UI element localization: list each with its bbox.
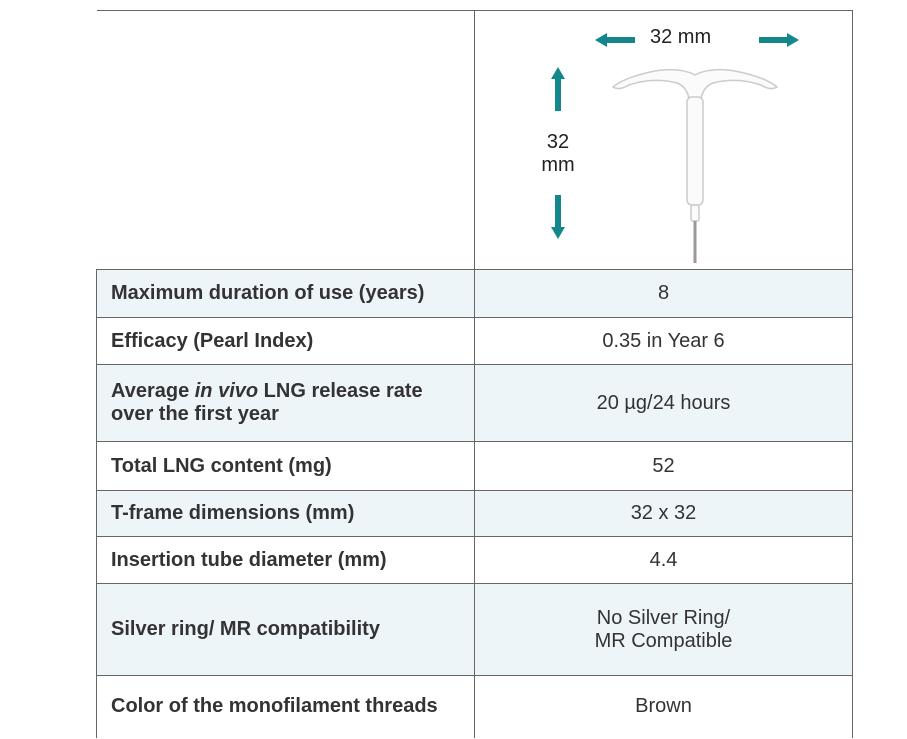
label-text: Silver ring/ MR compatibility	[111, 618, 380, 640]
row-label: Total LNG content (mg)	[96, 441, 475, 491]
label-text: in vivo	[194, 380, 259, 402]
row-value: Brown	[474, 675, 853, 738]
row-value: 4.4	[474, 536, 853, 584]
label-text: Efficacy (Pearl Index)	[111, 329, 314, 352]
table-row: Color of the monofilament threads Brown	[96, 675, 853, 738]
label-text: Total LNG content (mg)	[111, 454, 332, 477]
label-text: over the first year	[111, 403, 279, 425]
table-row: Maximum duration of use (years) 8	[96, 269, 853, 318]
row-value: 20 µg/24 hours	[474, 364, 853, 442]
iud-illustration	[551, 33, 799, 263]
value-text: MR Compatible	[594, 629, 733, 652]
row-value: 52	[474, 441, 853, 491]
row-label: T-frame dimensions (mm)	[96, 490, 475, 537]
value-text: 32 x 32	[630, 502, 697, 524]
value-text: 20 µg/24 hours	[596, 391, 731, 414]
row-label: Maximum duration of use (years)	[96, 269, 475, 318]
row-label: Color of the monofilament threads	[96, 675, 475, 738]
table-row: Total LNG content (mg) 52	[96, 441, 853, 491]
image-cell: 32 mm 32 mm	[474, 10, 853, 270]
label-text: Insertion tube diameter (mm)	[111, 548, 387, 571]
label-text: T-frame dimensions (mm)	[111, 502, 355, 524]
row-value: 0.35 in Year 6	[474, 317, 853, 365]
table-row: Insertion tube diameter (mm) 4.4	[96, 536, 853, 584]
spec-table: 32 mm 32 mm Maximum duration of use (year…	[96, 10, 853, 738]
table-row: Average in vivo LNG release rate over the…	[96, 364, 853, 442]
row-label: Silver ring/ MR compatibility	[96, 583, 475, 676]
width-label: 32 mm	[650, 26, 712, 48]
value-text: 4.4	[649, 548, 678, 571]
value-text: 8	[657, 282, 670, 304]
value-text: No Silver Ring/	[596, 606, 731, 629]
value-text: 0.35 in Year 6	[602, 329, 725, 352]
label-text: Color of the monofilament threads	[111, 695, 438, 718]
height-number: 32	[546, 131, 570, 153]
table-row: Efficacy (Pearl Index) 0.35 in Year 6	[96, 317, 853, 365]
label-text: Maximum duration of use (years)	[111, 282, 425, 304]
row-value: No Silver Ring/MR Compatible	[474, 583, 853, 676]
value-text: Brown	[635, 695, 692, 718]
empty-cell	[96, 10, 475, 270]
row-label: Efficacy (Pearl Index)	[96, 317, 475, 365]
row-label: Average in vivo LNG release rate over the…	[96, 364, 475, 442]
row-label: Insertion tube diameter (mm)	[96, 536, 475, 584]
label-text: LNG release rate	[258, 380, 423, 402]
height-unit: mm	[541, 154, 575, 176]
table-row: T-frame dimensions (mm) 32 x 32	[96, 490, 853, 537]
row-value: 32 x 32	[474, 490, 853, 537]
value-text: 52	[652, 454, 675, 477]
row-value: 8	[474, 269, 853, 318]
height-label: 32 mm	[533, 131, 583, 177]
table-row: Silver ring/ MR compatibility No Silver R…	[96, 583, 853, 676]
label-text: Average	[111, 380, 195, 402]
header-row: 32 mm 32 mm	[96, 10, 853, 270]
